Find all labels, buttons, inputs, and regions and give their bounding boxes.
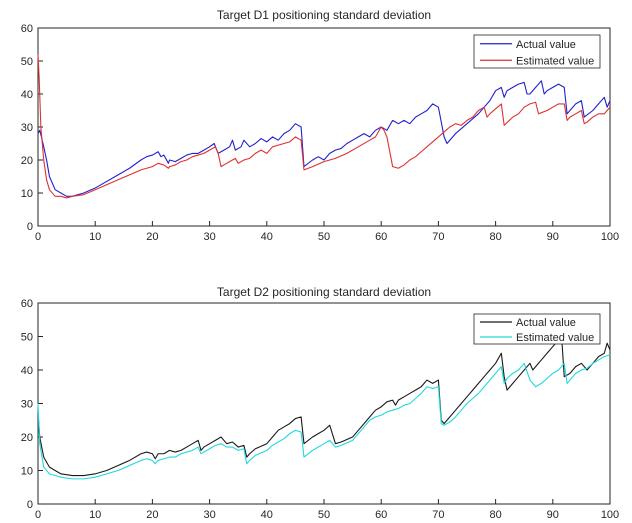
series-line-actual: [37, 332, 611, 477]
x-tick-label-80: 80: [489, 231, 501, 243]
chart-d2: Target D2 positioning standard deviation…: [21, 285, 619, 521]
chart-d1-legend[interactable]: Actual value Estimated value: [473, 34, 601, 69]
series-line-estimated: [37, 354, 611, 480]
x-tick-label-40: 40: [261, 231, 273, 243]
chart-d1-title: Target D1 positioning standard deviation: [217, 8, 431, 22]
x-tick-label-10: 10: [89, 509, 101, 521]
x-tick-label-60: 60: [375, 231, 387, 243]
y-tick-label-50: 50: [21, 56, 33, 68]
x-tick-label-0: 0: [35, 509, 41, 521]
y-tick-label-20: 20: [21, 432, 33, 444]
x-tick-label-60: 60: [375, 509, 387, 521]
x-tick-label-50: 50: [318, 231, 330, 243]
chart-d2-legend-label-actual: Actual value: [516, 317, 576, 329]
chart-d2-legend-box: [473, 313, 601, 345]
chart-d1-legend-label-estimated: Estimated value: [516, 55, 594, 67]
chart-d1-legend-label-actual: Actual value: [516, 39, 576, 51]
y-tick-label-60: 60: [21, 23, 33, 35]
y-tick-label-50: 50: [21, 332, 33, 344]
series-line-estimated: [37, 54, 611, 199]
chart-d2-legend[interactable]: Actual value Estimated value: [473, 313, 601, 345]
x-tick-label-10: 10: [89, 231, 101, 243]
x-tick-label-70: 70: [432, 231, 444, 243]
x-tick-label-90: 90: [547, 509, 559, 521]
y-tick-label-30: 30: [21, 122, 33, 134]
x-tick-label-30: 30: [203, 509, 215, 521]
x-tick-label-20: 20: [146, 231, 158, 243]
chart-d1-plot-area: [37, 54, 611, 199]
chart-d1: Target D1 positioning standard deviation…: [21, 8, 619, 243]
x-tick-label-30: 30: [203, 231, 215, 243]
x-tick-label-20: 20: [146, 509, 158, 521]
x-tick-label-100: 100: [601, 509, 619, 521]
x-tick-label-0: 0: [35, 231, 41, 243]
x-tick-label-100: 100: [601, 231, 619, 243]
x-tick-label-40: 40: [261, 509, 273, 521]
y-tick-label-20: 20: [21, 155, 33, 167]
chart-d1-legend-box: [473, 34, 601, 69]
y-tick-label-40: 40: [21, 365, 33, 377]
y-tick-label-30: 30: [21, 399, 33, 411]
x-tick-label-70: 70: [432, 509, 444, 521]
x-tick-label-50: 50: [318, 509, 330, 521]
x-tick-label-90: 90: [547, 231, 559, 243]
y-tick-label-40: 40: [21, 89, 33, 101]
chart-d1-ticks: 0 10 20 30 40 50 60 70 80 90 100 0 10 20 30 40 50 60: [21, 23, 619, 243]
y-tick-label-10: 10: [21, 188, 33, 200]
y-tick-label-60: 60: [21, 298, 33, 310]
chart-d2-legend-label-estimated: Estimated value: [516, 332, 594, 344]
chart-d2-plot-area: [37, 332, 611, 480]
series-line-actual: [37, 80, 611, 197]
chart-d2-ticks: 0 10 20 30 40 50 60 70 80 90 100 0 10 20 30 40 50 60: [21, 298, 619, 521]
y-tick-label-10: 10: [21, 466, 33, 478]
x-tick-label-80: 80: [489, 509, 501, 521]
y-tick-label-0: 0: [27, 499, 33, 511]
y-tick-label-0: 0: [27, 221, 33, 233]
chart-d2-title: Target D2 positioning standard deviation: [217, 285, 431, 299]
